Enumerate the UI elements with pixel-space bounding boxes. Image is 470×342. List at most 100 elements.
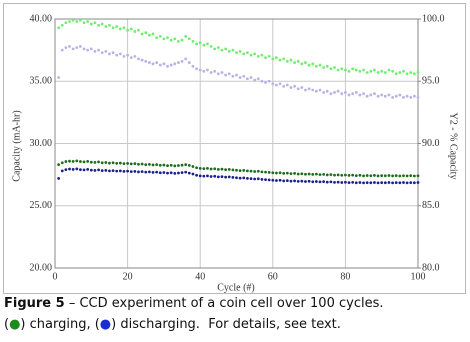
data-point [256,177,260,181]
data-point [369,174,373,178]
data-point [158,35,162,38]
data-point [275,171,278,175]
data-point [333,173,336,177]
data-point [322,172,326,176]
data-point [347,181,351,184]
data-point [133,169,137,173]
data-point [137,162,140,166]
data-point [267,79,271,83]
data-point [173,171,177,175]
data-point [387,174,391,177]
data-point [325,180,329,184]
data-point [180,163,184,167]
data-point [260,170,264,174]
data-point [311,62,315,66]
data-point [340,181,344,184]
data-point [409,174,413,178]
data-point [118,161,122,165]
data-point [362,68,365,72]
data-point [253,52,257,56]
data-point [216,167,220,171]
data-point [224,73,228,77]
data-point [362,92,365,96]
data-point [93,161,97,164]
data-point [129,162,133,166]
data-point [238,49,242,53]
data-point [158,63,162,67]
data-point [235,176,238,180]
data-point [133,54,137,58]
data-point [256,77,260,81]
data-point [354,181,358,185]
data-point [271,178,275,182]
data-point [398,93,402,97]
data-point [376,174,380,178]
data-point [376,94,380,98]
data-point [162,37,166,41]
data-point [336,89,340,93]
data-point [100,169,104,173]
data-point [264,170,267,174]
data-point [158,163,162,167]
data-point [64,160,68,163]
data-point [311,88,315,92]
data-point [162,163,166,167]
data-point [336,173,340,177]
data-point [238,76,242,79]
data-point [227,49,231,53]
data-point [64,46,68,50]
data-point [336,68,340,72]
data-point [195,166,198,170]
data-point [184,170,188,174]
data-point [184,57,188,61]
data-point [256,54,260,58]
data-point [264,178,267,182]
data-point [304,172,307,176]
data-point [260,53,264,57]
data-point [314,89,318,93]
data-point [108,52,111,56]
data-point [137,57,140,61]
data-point [351,173,355,177]
data-point [216,46,220,50]
data-point [242,74,246,78]
data-point [111,26,115,30]
data-point [391,181,394,185]
data-point [122,26,126,30]
data-point [198,174,202,178]
data-point [347,93,351,97]
data-point [260,79,264,83]
data-point [129,27,133,31]
data-point [285,83,289,87]
data-point [57,163,61,167]
data-point [86,20,90,23]
data-point [220,71,224,74]
data-point [329,92,333,96]
data-point [373,181,376,184]
data-point [253,170,257,173]
data-point [140,162,144,166]
data-point [398,174,402,178]
data-point [412,72,416,76]
y2-tick-label: 95.0 [422,76,440,87]
data-point [209,167,213,171]
data-point [289,172,293,176]
data-point [296,172,300,176]
data-point [304,61,307,64]
data-point [405,94,409,98]
data-point [111,51,115,55]
data-point [387,181,391,184]
data-point [365,174,369,177]
data-point [293,84,296,88]
data-point [118,27,122,31]
data-point [104,25,108,28]
data-point [358,69,362,73]
data-point [231,48,235,52]
x-axis-title: Cycle (#) [217,282,255,293]
data-point [307,179,311,183]
data-point [177,61,180,64]
data-point [347,173,351,177]
data-point [57,76,61,79]
data-point [155,170,159,174]
data-point [206,167,209,170]
